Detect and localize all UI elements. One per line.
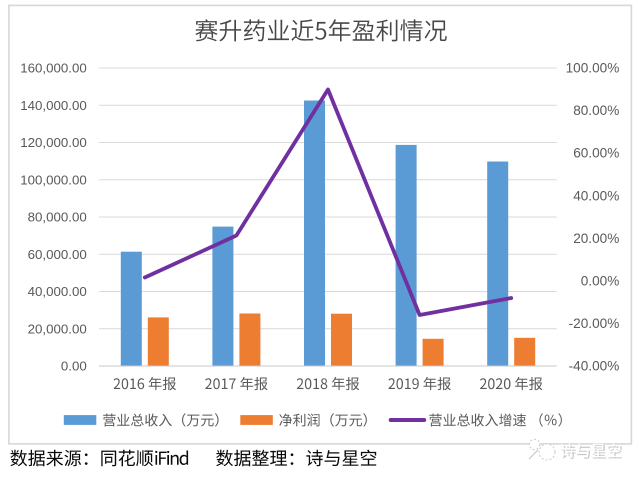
svg-text:60.00%: 60.00% (573, 146, 619, 161)
svg-text:140,000.00: 140,000.00 (20, 98, 87, 113)
svg-text:100,000.00: 100,000.00 (20, 172, 87, 187)
svg-text:80,000.00: 80,000.00 (28, 210, 87, 225)
svg-text:160,000.00: 160,000.00 (20, 61, 87, 76)
svg-text:40.00%: 40.00% (573, 188, 619, 203)
svg-text:-20.00%: -20.00% (569, 316, 620, 331)
svg-text:80.00%: 80.00% (573, 103, 619, 118)
svg-text:0.00%: 0.00% (581, 273, 620, 288)
svg-text:100.00%: 100.00% (566, 61, 620, 76)
svg-text:20.00%: 20.00% (573, 231, 619, 246)
svg-text:120,000.00: 120,000.00 (20, 135, 87, 150)
svg-text:20,000.00: 20,000.00 (28, 321, 87, 336)
svg-text:0.00: 0.00 (61, 359, 87, 374)
svg-text:40,000.00: 40,000.00 (28, 284, 87, 299)
svg-text:-40.00%: -40.00% (569, 359, 620, 374)
svg-text:60,000.00: 60,000.00 (28, 247, 87, 262)
